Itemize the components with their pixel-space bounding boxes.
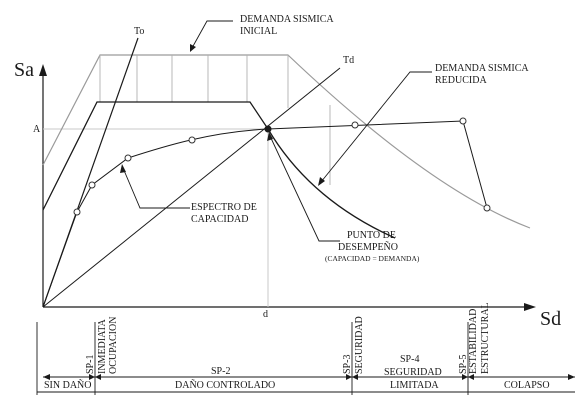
demanda-inicial-leader	[191, 20, 233, 49]
capacity-point	[351, 121, 359, 129]
capacity-point	[188, 136, 196, 144]
capacity-point	[88, 181, 96, 189]
demanda-inicial-arrow-icon	[190, 44, 196, 52]
capacity-points	[73, 117, 491, 216]
punto-line3: (CAPACIDAD = DEMANDA)	[325, 254, 420, 263]
espectro-line1: ESPECTRO DE	[191, 202, 257, 213]
punto-leader	[269, 135, 340, 242]
sp3-code: SP-3	[342, 355, 353, 374]
sp4-name-line1: SEGURIDAD	[384, 367, 442, 378]
d-tick-label: d	[263, 309, 268, 320]
y-axis-arrow-icon	[39, 64, 47, 76]
colapso-label: COLAPSO	[504, 380, 550, 391]
y-axis-label: Sa	[14, 59, 34, 81]
sin-dano-label: SIN DAÑO	[44, 379, 92, 391]
punto-line1: PUNTO DE	[347, 230, 396, 241]
sp1-code: SP-1	[85, 355, 96, 374]
demanda-reducida-line1: DEMANDA SISMICA	[435, 63, 529, 74]
to-label: To	[134, 26, 144, 37]
demanda-reducida-arrow-icon	[318, 177, 325, 186]
sp1-name-line2: OCUPACION	[108, 317, 119, 374]
sp4-name-line2: LIMITADA	[390, 380, 439, 391]
x-axis-label: Sd	[540, 308, 561, 330]
levels-left-arrow-icon	[43, 374, 50, 380]
performance-point	[264, 125, 272, 133]
capacity-point	[483, 204, 491, 212]
espectro-arrow-icon	[120, 164, 126, 173]
levels-right-arrow-icon	[568, 374, 575, 380]
sp3-name: SEGURIDAD	[354, 316, 365, 374]
espectro-line2: CAPACIDAD	[191, 214, 248, 225]
sp2-name: DAÑO CONTROLADO	[175, 379, 275, 391]
punto-line2: DESEMPEÑO	[338, 241, 398, 253]
capacity-curve	[42, 120, 488, 308]
sp5-name-line1: ESTABILIDAD	[468, 309, 479, 374]
capacity-point	[459, 117, 467, 125]
level-divider-arrows	[89, 374, 474, 380]
initial-demand-hatch	[99, 55, 331, 185]
x-axis-arrow-icon	[524, 303, 536, 311]
sp2-code: SP-2	[211, 366, 230, 377]
sp1-name-line1: INMEDIATA	[97, 318, 108, 374]
demanda-reducida-leader	[320, 71, 432, 183]
initial-demand-spectrum	[42, 54, 531, 229]
capacity-point	[73, 208, 81, 216]
level-dividers	[36, 322, 469, 395]
sp4-code: SP-4	[400, 354, 419, 365]
capacity-point	[124, 154, 132, 162]
demanda-reducida-line2: REDUCIDA	[435, 75, 487, 86]
td-label: Td	[343, 55, 354, 66]
sp5-name-line2: ESTRUCTURAL	[480, 302, 491, 374]
a-tick-label: A	[33, 124, 41, 135]
demanda-inicial-line2: INICIAL	[240, 26, 277, 37]
sp5-code: SP-5	[458, 355, 469, 374]
demanda-inicial-line1: DEMANDA SISMICA	[240, 14, 334, 25]
espectro-leader	[122, 167, 190, 209]
effective-period-line	[42, 67, 341, 308]
punto-arrow-icon	[267, 132, 273, 141]
